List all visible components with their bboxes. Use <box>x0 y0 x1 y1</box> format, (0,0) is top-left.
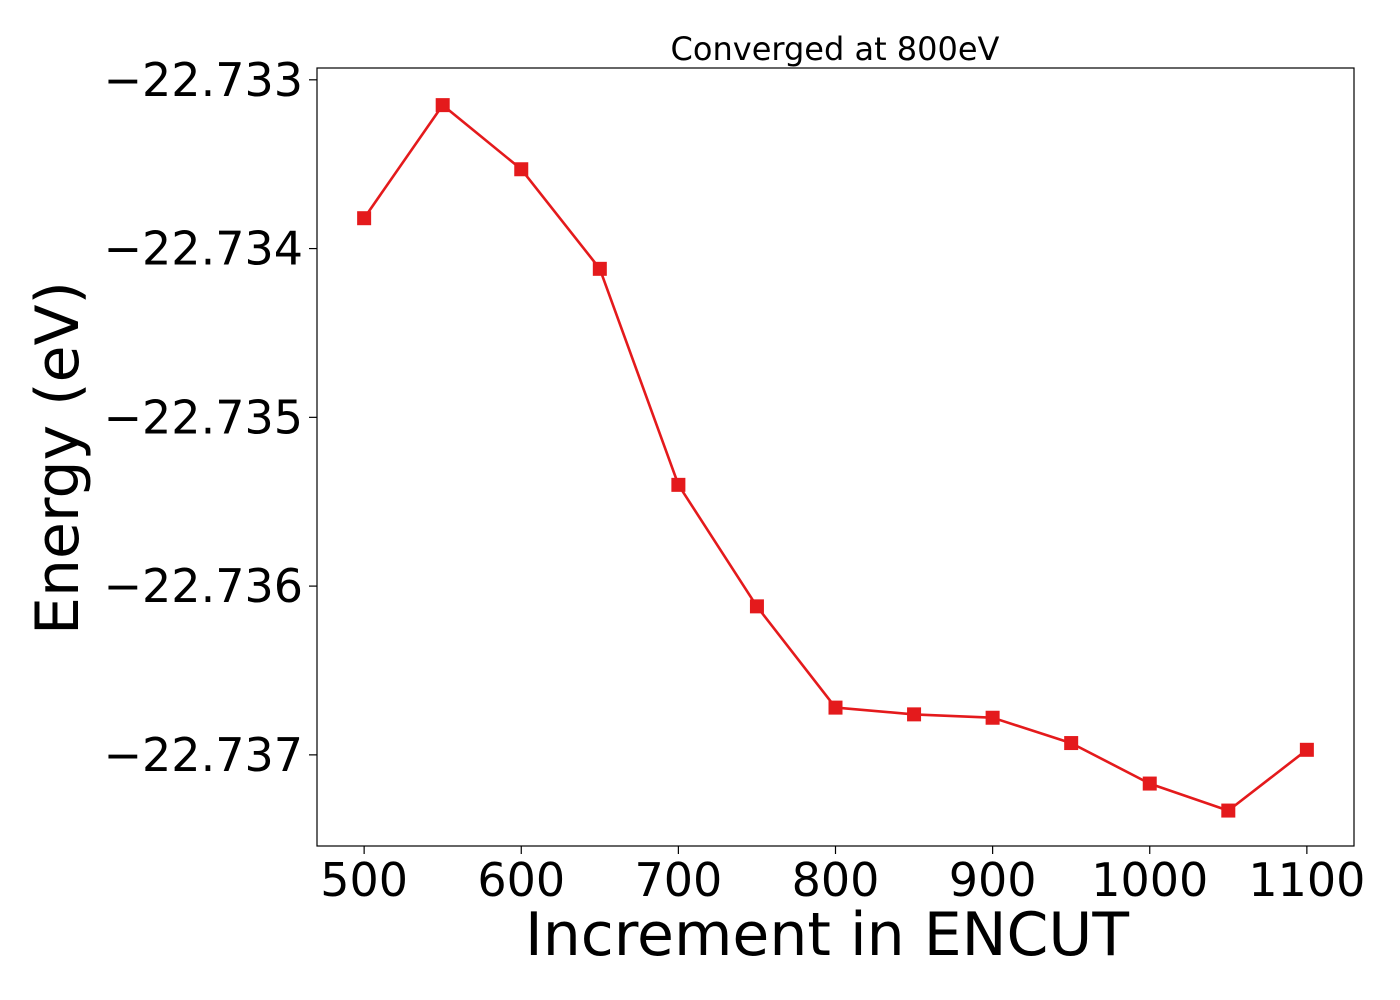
x-axis-label: Increment in ENCUT <box>525 900 1129 970</box>
x-tick-label: 1100 <box>1248 853 1365 907</box>
y-tick-label: −22.733 <box>104 53 304 107</box>
data-point-marker <box>592 261 607 276</box>
y-tick-label: −22.737 <box>104 728 304 782</box>
series-layer <box>357 98 1314 818</box>
plot-area-frame <box>316 67 1355 847</box>
x-tick-label: 700 <box>634 853 722 907</box>
x-tick-label: 900 <box>949 853 1037 907</box>
x-tick-label: 600 <box>477 853 565 907</box>
data-point-marker <box>828 700 843 715</box>
x-tick-label: 800 <box>792 853 880 907</box>
x-tick-label: 500 <box>320 853 408 907</box>
x-axis-ticks: 500 600 700 800 900 1000 1100 <box>320 846 1365 907</box>
data-point-marker <box>749 599 764 614</box>
y-tick-label: −22.736 <box>104 559 304 613</box>
data-point-marker <box>1221 803 1236 818</box>
data-point-marker <box>1299 742 1314 757</box>
data-point-marker <box>671 477 686 492</box>
x-tick-label: 1000 <box>1091 853 1208 907</box>
chart-title: Converged at 800eV <box>671 30 1000 68</box>
y-tick-label: −22.734 <box>104 222 304 276</box>
y-axis-ticks: −22.733 −22.734 −22.735 −22.736 −22.737 <box>104 53 317 782</box>
y-tick-label: −22.735 <box>104 390 304 444</box>
y-axis-label: Energy (eV) <box>23 281 93 635</box>
data-point-marker <box>357 211 372 226</box>
data-point-marker <box>435 98 450 113</box>
data-point-marker <box>907 707 922 722</box>
data-point-marker <box>985 710 1000 725</box>
data-point-marker <box>1064 736 1079 751</box>
data-point-marker <box>1142 776 1157 791</box>
data-point-marker <box>514 162 529 177</box>
